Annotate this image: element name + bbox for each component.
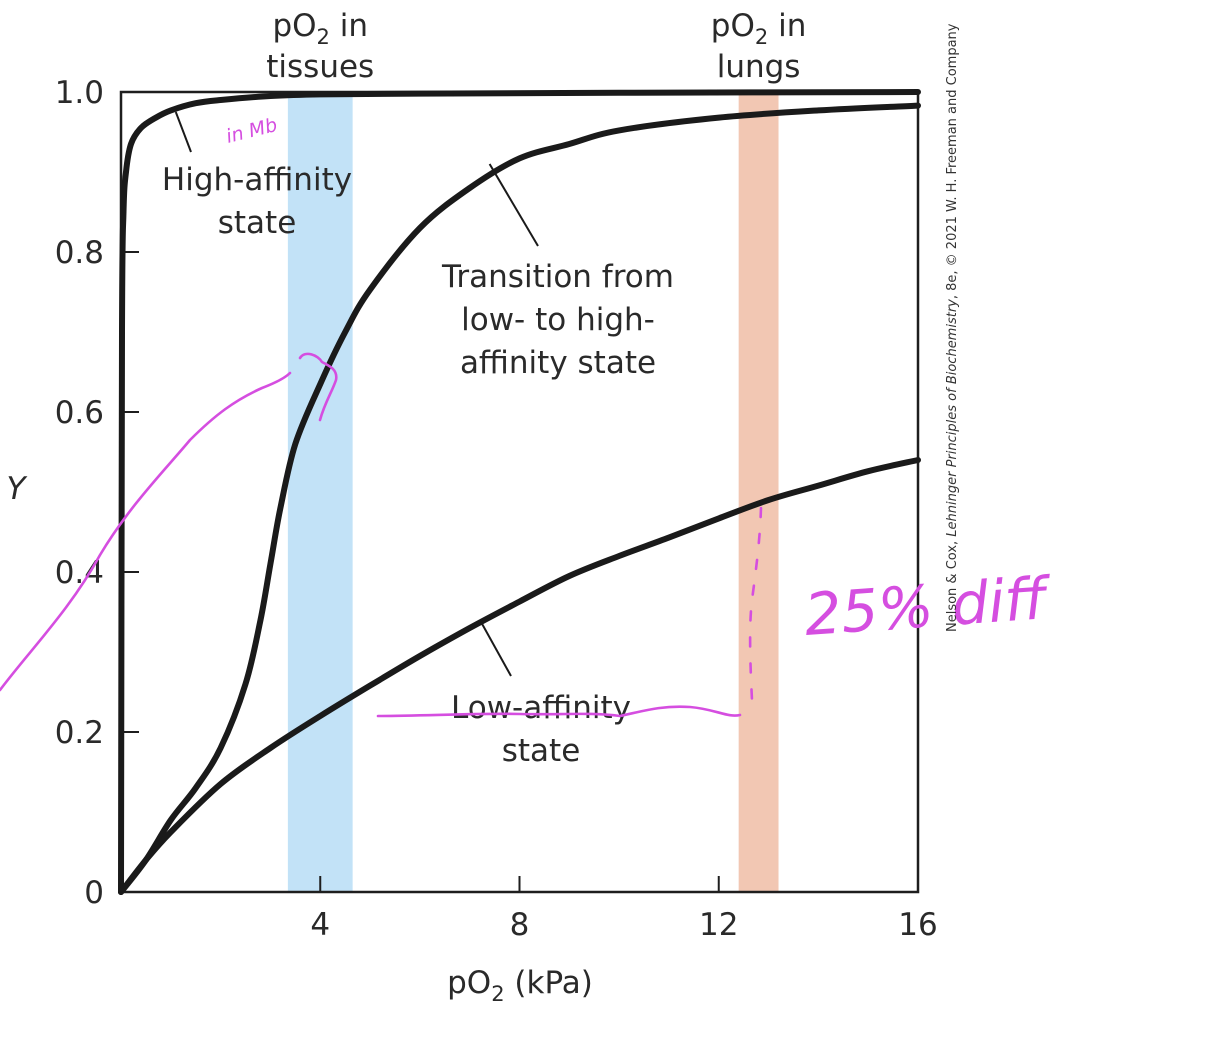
y-tick-label: 0.6 bbox=[55, 395, 104, 431]
band-heading-tissues-line2: tissues bbox=[266, 49, 374, 85]
x-tick-label: 12 bbox=[699, 907, 738, 943]
y-tick-label: 1.0 bbox=[55, 75, 104, 111]
band-tissues bbox=[287, 92, 353, 892]
curve-low bbox=[118, 457, 921, 895]
annotation-leaders bbox=[174, 111, 539, 677]
pressure-bands bbox=[287, 92, 779, 892]
y-axis-title: Y bbox=[7, 471, 28, 507]
band-heading-lungs-line2: lungs bbox=[717, 49, 801, 85]
curve-annotations: High-affinity state Transition from low- to… bbox=[162, 162, 674, 769]
annotation-high-line2: state bbox=[218, 205, 297, 241]
leader-high bbox=[174, 111, 192, 153]
handwritten-bracket bbox=[298, 352, 338, 422]
y-tick-label: 0 bbox=[84, 875, 104, 911]
x-tick-label: 16 bbox=[898, 907, 937, 943]
annotation-transition-line2: low- to high- bbox=[461, 302, 655, 338]
handwritten-dashes-lungs bbox=[748, 506, 763, 702]
x-tick-label: 4 bbox=[310, 907, 330, 943]
band-lungs bbox=[738, 92, 779, 892]
band-heading-lungs-line1: pO2 in bbox=[711, 8, 807, 49]
x-tick-label: 8 bbox=[510, 907, 530, 943]
annotation-transition-line1: Transition from bbox=[441, 259, 674, 295]
curves bbox=[118, 89, 921, 895]
annotation-high-line1: High-affinity bbox=[162, 162, 352, 198]
handwritten-pct-diff: 25% diff bbox=[802, 564, 1054, 649]
handwritten-stroke-left bbox=[0, 371, 292, 692]
curve-high bbox=[118, 89, 921, 895]
band-heading-tissues-line1: pO2 in bbox=[272, 8, 368, 49]
y-tick-label: 0.8 bbox=[55, 235, 104, 271]
x-axis-title: pO2 (kPa) bbox=[447, 965, 593, 1006]
leader-transition bbox=[488, 163, 539, 247]
annotation-low-line1: Low-affinity bbox=[451, 690, 631, 726]
annotation-transition-line3: affinity state bbox=[460, 345, 656, 381]
handwritten-underline-low-affinity bbox=[376, 705, 742, 718]
copyright-credit: Nelson & Cox, Lehninger Principles of Bi… bbox=[945, 23, 960, 632]
handwritten-annotations: in Mb 25% diff bbox=[0, 114, 1055, 718]
handwritten-in-mb: in Mb bbox=[224, 114, 280, 148]
leader-low bbox=[481, 623, 512, 677]
curve-transition bbox=[118, 102, 921, 895]
y-tick-label: 0.2 bbox=[55, 715, 104, 751]
annotation-low-line2: state bbox=[502, 733, 581, 769]
